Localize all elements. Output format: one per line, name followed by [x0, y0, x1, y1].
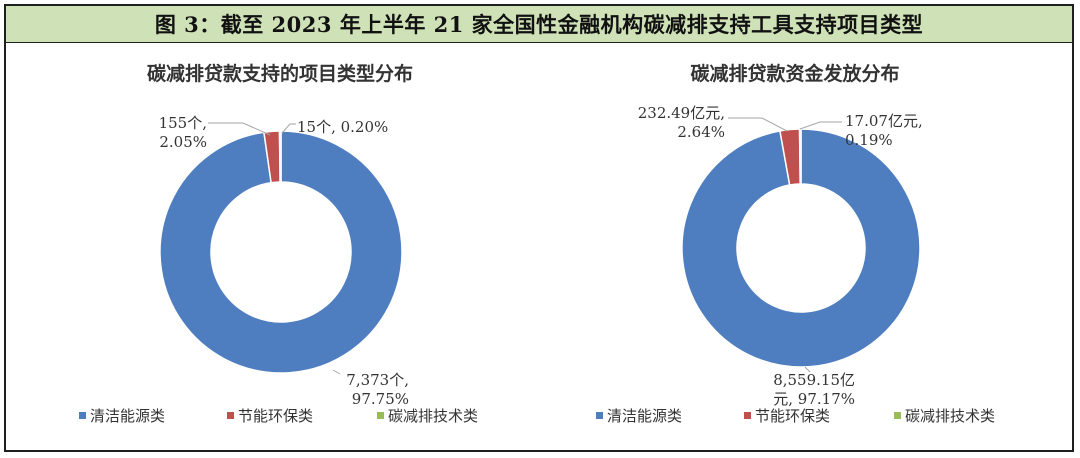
chart2-slices: [681, 128, 921, 368]
slice-carbon-tech: [798, 128, 802, 185]
chart2-label-tech-line1: 17.07亿元,: [845, 112, 923, 130]
figure-title: 图 3：截至 2023 年上半年 21 家全国性金融机构碳减排支持工具支持项目类…: [6, 6, 1072, 43]
slice-clean-energy: [159, 130, 403, 374]
legend-swatch-tech: [377, 412, 384, 419]
chart2-label-save-line2: 2.64%: [677, 123, 725, 141]
legend-swatch-save: [744, 412, 751, 419]
leader-line: [332, 369, 341, 375]
chart-fund-distribution: 碳减排贷款资金发放分布 8,559.15亿 元, 97.17% 232.49亿元…: [596, 62, 995, 425]
chart1-label-save-line2: 2.05%: [159, 133, 207, 151]
legend-swatch-tech: [894, 412, 901, 419]
legend-label-tech: 碳减排技术类: [905, 407, 995, 425]
chart1-label-save-line1: 155个,: [159, 114, 207, 132]
chart2-label-clean-line2: 元, 97.17%: [773, 390, 855, 408]
leader-line: [799, 121, 842, 130]
leader-line: [281, 123, 296, 134]
chart1-legend: 清洁能源类 节能环保类 碳减排技术类: [79, 407, 478, 425]
chart2-label-tech-line2: 0.19%: [845, 131, 893, 149]
slice-carbon-tech: [278, 130, 282, 183]
legend-swatch-clean: [596, 412, 603, 419]
chart1-label-clean-line2: 97.75%: [352, 390, 409, 408]
chart1-slices: [159, 130, 403, 374]
legend-swatch-clean: [79, 412, 86, 419]
legend-label-save: 节能环保类: [238, 407, 313, 425]
chart-project-types: 碳减排贷款支持的项目类型分布 7,373个, 97.75% 155个, 2.05…: [79, 62, 478, 425]
chart2-leaders: [728, 117, 842, 373]
legend-swatch-save: [227, 412, 234, 419]
chart1-title: 碳减排贷款支持的项目类型分布: [147, 62, 413, 85]
chart2-title: 碳减排贷款资金发放分布: [690, 62, 899, 85]
leader-line: [804, 366, 811, 373]
legend-label-tech: 碳减排技术类: [388, 407, 478, 425]
legend-label-save: 节能环保类: [755, 407, 830, 425]
chart2-label-clean-line1: 8,559.15亿: [773, 371, 855, 389]
chart2-legend: 清洁能源类 节能环保类 碳减排技术类: [596, 407, 995, 425]
chart1-label-tech: 15个, 0.20%: [297, 118, 388, 136]
leader-line: [728, 117, 788, 132]
legend-label-clean: 清洁能源类: [90, 407, 165, 425]
slice-clean-energy: [681, 128, 921, 368]
chart2-label-save-line1: 232.49亿元,: [638, 104, 725, 122]
chart1-label-clean-line1: 7,373个,: [346, 371, 409, 389]
chart1-leaders: [208, 122, 341, 375]
leader-line: [208, 122, 271, 136]
legend-label-clean: 清洁能源类: [607, 407, 682, 425]
